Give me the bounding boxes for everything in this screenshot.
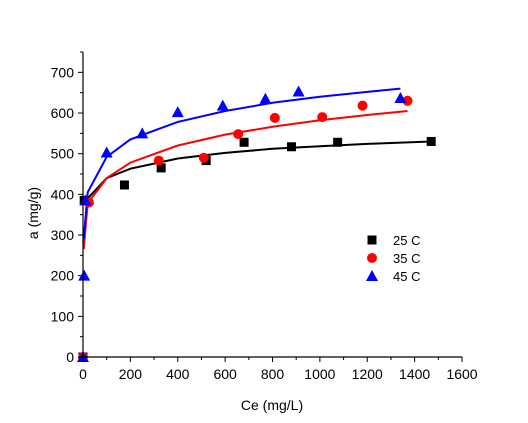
legend-marker <box>367 235 377 245</box>
legend: 25 C 35 C 45 C <box>366 233 420 284</box>
fit-curve <box>82 140 432 240</box>
y-tick-label: 300 <box>51 227 75 243</box>
legend-marker <box>367 253 377 263</box>
data-point <box>198 152 209 163</box>
data-point <box>153 155 164 166</box>
data-point <box>394 91 407 103</box>
y-tick-label: 700 <box>51 64 75 80</box>
x-tick-label: 1200 <box>352 366 383 382</box>
data-point <box>426 136 436 146</box>
data-point <box>239 137 249 147</box>
data-point <box>100 146 113 158</box>
y-tick-label: 600 <box>51 105 75 121</box>
y-tick-label: 100 <box>51 308 75 324</box>
data-point <box>233 129 244 140</box>
y-axis-label: a (mg/g) <box>25 187 41 239</box>
legend-label: 45 C <box>393 269 420 284</box>
data-point <box>171 106 184 118</box>
x-tick-label: 800 <box>261 366 285 382</box>
x-tick-label: 1400 <box>399 366 430 382</box>
data-point <box>269 112 280 123</box>
data-point <box>357 100 368 111</box>
x-tick-label: 1600 <box>446 366 477 382</box>
x-axis-label: Ce (mg/L) <box>241 397 303 413</box>
plot-area <box>77 85 436 362</box>
data-point <box>79 194 92 206</box>
y-tick-label: 200 <box>51 268 75 284</box>
data-point <box>333 137 343 147</box>
legend-label: 35 C <box>393 251 420 266</box>
x-tick-label: 200 <box>119 366 143 382</box>
fit-curve <box>82 110 408 250</box>
data-point <box>156 163 166 173</box>
data-point <box>119 180 129 190</box>
legend-label: 25 C <box>393 233 420 248</box>
data-point <box>216 99 229 111</box>
y-tick-label: 0 <box>66 349 74 365</box>
x-tick-label: 400 <box>166 366 190 382</box>
tick-marks <box>78 51 463 362</box>
x-tick-label: 1000 <box>304 366 335 382</box>
y-tick-label: 400 <box>51 186 75 202</box>
y-tick-label: 500 <box>51 146 75 162</box>
x-tick-label: 600 <box>213 366 237 382</box>
data-point <box>259 92 272 104</box>
legend-marker <box>366 270 378 281</box>
data-point <box>317 112 328 123</box>
tick-labels: 0 200 400 600 800 1000 1200 1400 1600 0 100 200 300 4… <box>51 64 478 382</box>
data-point <box>292 85 305 97</box>
data-point <box>286 142 296 152</box>
data-point <box>78 269 91 281</box>
fit-curve <box>82 87 401 240</box>
x-tick-label: 0 <box>79 366 87 382</box>
data-point <box>402 95 413 106</box>
data-point <box>136 127 149 139</box>
